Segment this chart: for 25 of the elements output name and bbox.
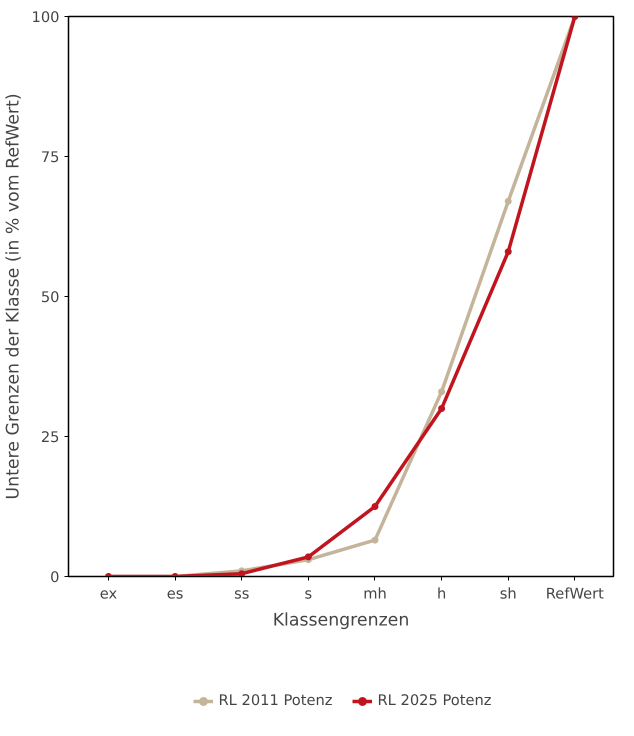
y-axis-title: Untere Grenzen der Klasse (in % vom RefWert)	[4, 93, 24, 500]
x-axis-title: Klassengrenzen	[272, 610, 410, 630]
point	[504, 198, 512, 205]
y-tick-label: 75	[40, 149, 60, 166]
x-tick-label: h	[436, 586, 446, 602]
x-tick-label: ex	[100, 586, 118, 602]
x-tick-label: s	[304, 586, 312, 602]
point	[438, 405, 446, 412]
x-tick-label: sh	[500, 586, 517, 602]
x-tick-label: RefWert	[546, 586, 604, 602]
y-tick-label: 50	[40, 289, 60, 306]
legend-label: RL 2011 Potenz	[218, 692, 332, 710]
point	[238, 570, 246, 576]
y-tick-label: 25	[40, 429, 60, 446]
y-tick-label: 0	[50, 569, 60, 586]
point	[504, 248, 512, 256]
point	[371, 503, 378, 510]
x-tick-label: mh	[363, 586, 387, 602]
point	[438, 388, 446, 396]
y-tick-label: 100	[32, 9, 60, 26]
legend-label: RL 2025 Potenz	[377, 692, 492, 710]
x-tick-label: ss	[234, 586, 250, 602]
point	[371, 536, 378, 544]
point	[304, 553, 312, 560]
x-tick-label: es	[166, 586, 184, 602]
